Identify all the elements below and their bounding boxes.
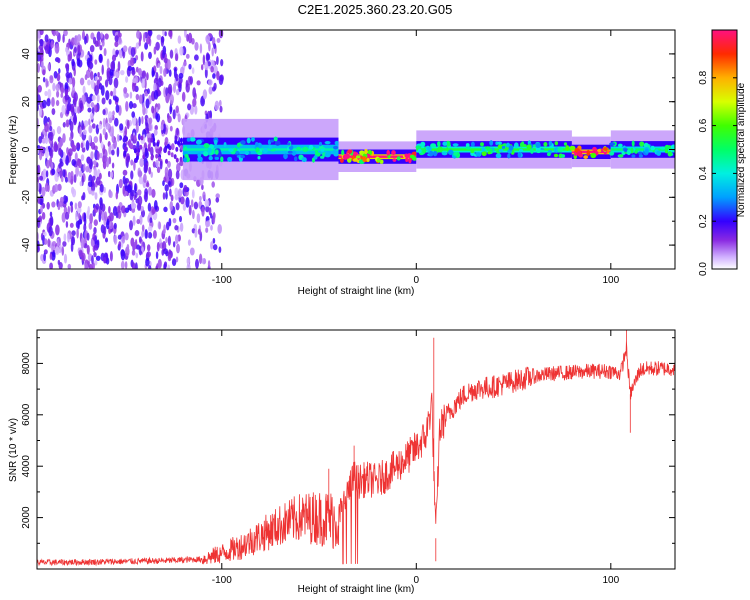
spectrogram-frame	[36, 29, 676, 270]
colorbar-tick-label: 0.0	[698, 262, 709, 276]
snr-y-label: SNR (10 * v/v)	[8, 418, 19, 482]
spectrogram-heatmap	[37, 30, 675, 269]
colorbar-gradient	[712, 30, 737, 269]
snr-panel: -100 0 100 2000 4000 6000 8000 Height of strai…	[8, 329, 676, 595]
snr-x-tick-label: 0	[414, 575, 420, 586]
colorbar-tick-label: 0.4	[698, 166, 709, 180]
spectrogram-x-label: Height of straight line (km)	[298, 286, 415, 297]
colorbar: 0.0 0.2 0.4 0.6 0.8 Normalized spectral ampl…	[698, 29, 747, 276]
spectrogram-y-label: Frequency (Hz)	[8, 116, 19, 185]
snr-y-tick-label: 6000	[21, 403, 32, 426]
spectrogram-y-tick-label: 40	[21, 48, 32, 60]
spectrogram-x-tick-label: -100	[212, 275, 232, 286]
colorbar-ticks: 0.0 0.2 0.4 0.6 0.8	[698, 29, 738, 276]
spectrogram-x-tick-label: 100	[602, 275, 619, 286]
snr-series-line	[37, 330, 675, 567]
snr-x-tick-label: 100	[602, 575, 619, 586]
spectrogram-y-tick-label: 20	[21, 96, 32, 108]
colorbar-tick-label: 0.2	[698, 214, 709, 228]
snr-y-tick-label: 8000	[21, 352, 32, 375]
snr-ticks: -100 0 100 2000 4000 6000 8000	[21, 330, 675, 586]
snr-frame	[36, 329, 676, 570]
colorbar-tick-label: 0.8	[698, 70, 709, 84]
snr-y-tick-label: 2000	[21, 506, 32, 529]
snr-x-tick-label: -100	[212, 575, 232, 586]
spectrogram-y-tick-label: -20	[21, 190, 32, 205]
spectrogram-y-tick-label: -40	[21, 237, 32, 252]
chart-title: C2E1.2025.360.23.20.G05	[298, 2, 453, 17]
colorbar-label: Normalized spectral amplitude	[736, 82, 747, 217]
spectrogram-x-tick-label: 0	[414, 275, 420, 286]
colorbar-tick-label: 0.6	[698, 118, 709, 132]
spectrogram-panel: -100 0 100 -40 -20 0 20 40 Height of straight l…	[8, 29, 676, 297]
snr-y-tick-label: 4000	[21, 455, 32, 478]
spectrogram-y-tick-label: 0	[21, 146, 32, 152]
snr-x-label: Height of straight line (km)	[298, 584, 415, 595]
